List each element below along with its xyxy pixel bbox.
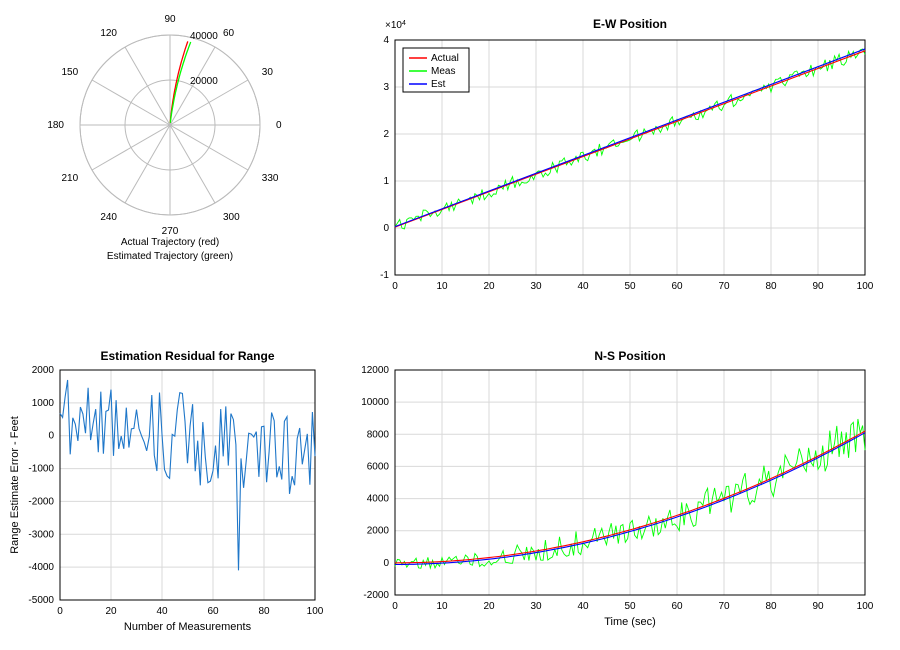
svg-text:50: 50 <box>624 601 636 612</box>
svg-text:40: 40 <box>156 606 168 617</box>
svg-text:80: 80 <box>258 606 270 617</box>
svg-text:0: 0 <box>383 223 389 234</box>
svg-text:-3000: -3000 <box>28 529 54 540</box>
svg-text:60: 60 <box>671 281 683 292</box>
svg-text:20: 20 <box>483 601 495 612</box>
svg-text:2000: 2000 <box>367 526 390 537</box>
svg-text:90: 90 <box>812 601 824 612</box>
svg-text:4: 4 <box>383 35 389 46</box>
res-title: Estimation Residual for Range <box>100 349 274 363</box>
svg-text:20: 20 <box>105 606 117 617</box>
svg-text:270: 270 <box>162 226 179 237</box>
svg-text:210: 210 <box>62 173 79 184</box>
svg-text:40000: 40000 <box>190 31 218 42</box>
svg-text:-2000: -2000 <box>363 590 389 601</box>
svg-text:180: 180 <box>47 120 64 131</box>
svg-text:0: 0 <box>392 281 398 292</box>
svg-text:2000: 2000 <box>32 365 55 376</box>
svg-text:90: 90 <box>812 281 824 292</box>
svg-text:12000: 12000 <box>361 365 389 376</box>
svg-text:100: 100 <box>857 281 874 292</box>
svg-text:60: 60 <box>207 606 219 617</box>
svg-text:120: 120 <box>100 28 117 39</box>
svg-text:40: 40 <box>577 281 589 292</box>
res-line <box>60 380 315 570</box>
ew-legend: Actual Meas Est <box>403 48 469 92</box>
svg-text:80: 80 <box>765 601 777 612</box>
svg-text:30: 30 <box>530 281 542 292</box>
res-xlabel: Number of Measurements <box>124 621 252 633</box>
svg-text:2: 2 <box>383 129 389 140</box>
svg-text:1000: 1000 <box>32 398 55 409</box>
svg-text:60: 60 <box>223 28 235 39</box>
polar-caption-2: Estimated Trajectory (green) <box>107 251 233 262</box>
svg-text:0: 0 <box>48 431 54 442</box>
svg-text:Actual: Actual <box>431 53 459 64</box>
svg-text:10: 10 <box>436 601 448 612</box>
svg-text:10000: 10000 <box>361 397 389 408</box>
svg-text:330: 330 <box>262 173 279 184</box>
svg-text:90: 90 <box>164 14 176 25</box>
svg-text:-2000: -2000 <box>28 496 54 507</box>
svg-text:30: 30 <box>262 67 274 78</box>
ew-yexp: ×104 <box>385 20 406 32</box>
svg-text:100: 100 <box>307 606 324 617</box>
svg-text:70: 70 <box>718 281 730 292</box>
svg-text:240: 240 <box>100 212 117 223</box>
svg-text:0: 0 <box>276 120 282 131</box>
svg-text:-5000: -5000 <box>28 595 54 606</box>
svg-text:150: 150 <box>62 67 79 78</box>
svg-text:80: 80 <box>765 281 777 292</box>
svg-text:3: 3 <box>383 82 389 93</box>
svg-text:0: 0 <box>392 601 398 612</box>
svg-text:0: 0 <box>383 558 389 569</box>
svg-text:20000: 20000 <box>190 76 218 87</box>
ns-title: N-S Position <box>594 349 665 363</box>
svg-text:4000: 4000 <box>367 494 390 505</box>
svg-text:100: 100 <box>857 601 874 612</box>
svg-text:20: 20 <box>483 281 495 292</box>
ns-position-plot: N-S Position0102030405060708090100-20000… <box>361 349 874 628</box>
svg-text:-4000: -4000 <box>28 562 54 573</box>
svg-text:6000: 6000 <box>367 461 390 472</box>
svg-text:10: 10 <box>436 281 448 292</box>
polar-trajectory-plot: 0 30 60 90 120 150 180 210 240 270 300 330 20000 4000… <box>47 14 282 262</box>
svg-text:70: 70 <box>718 601 730 612</box>
ew-title: E-W Position <box>593 17 667 31</box>
range-residual-plot: Estimation Residual for Range 0 20 40 60 80 10… <box>9 349 324 633</box>
svg-text:60: 60 <box>671 601 683 612</box>
svg-text:0: 0 <box>57 606 63 617</box>
svg-text:8000: 8000 <box>367 429 390 440</box>
svg-text:-1: -1 <box>380 270 389 281</box>
svg-text:1: 1 <box>383 176 389 187</box>
polar-caption-1: Actual Trajectory (red) <box>121 237 219 248</box>
res-ylabel: Range Estimate Error - Feet <box>9 416 21 554</box>
ew-position-plot: E-W Position×1040102030405060708090100-1… <box>380 17 874 292</box>
svg-text:-1000: -1000 <box>28 464 54 475</box>
svg-text:50: 50 <box>624 281 636 292</box>
svg-text:300: 300 <box>223 212 240 223</box>
svg-text:30: 30 <box>530 601 542 612</box>
svg-text:Meas: Meas <box>431 66 455 77</box>
svg-text:40: 40 <box>577 601 589 612</box>
ns-xlabel: Time (sec) <box>604 616 656 628</box>
svg-text:Est: Est <box>431 79 446 90</box>
